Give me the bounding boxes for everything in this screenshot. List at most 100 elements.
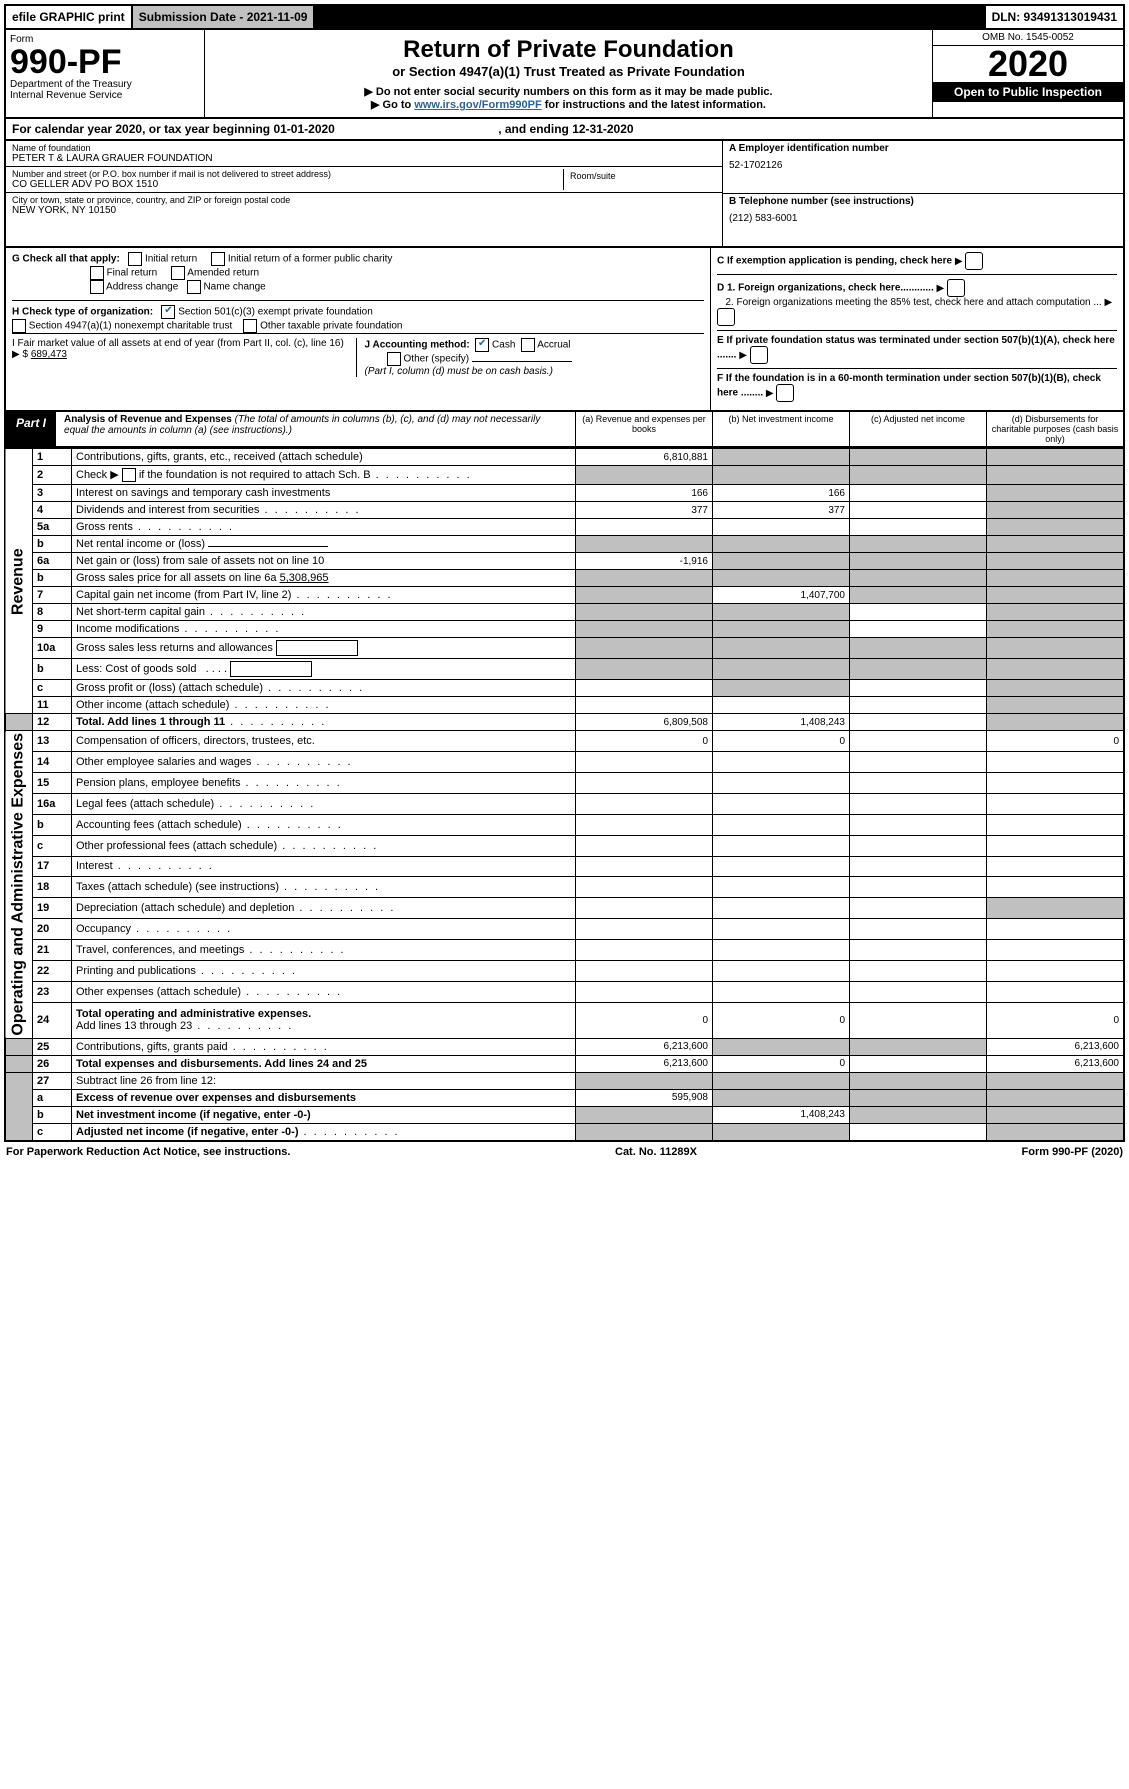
col-a-header: (a) Revenue and expenses per books: [575, 412, 712, 446]
line-5a: Gross rents: [72, 519, 576, 536]
line-8: Net short-term capital gain: [72, 604, 576, 621]
d2-checkbox[interactable]: [717, 308, 735, 326]
f-checkbox[interactable]: [776, 384, 794, 402]
page-footer: For Paperwork Reduction Act Notice, see …: [4, 1142, 1125, 1162]
line-27b: Net investment income (if negative, ente…: [72, 1106, 576, 1123]
line-2: Check ▶ if the foundation is not require…: [72, 466, 576, 485]
line-26: Total expenses and disbursements. Add li…: [72, 1055, 576, 1072]
line-27c: Adjusted net income (if negative, enter …: [72, 1123, 576, 1141]
city-label: City or town, state or province, country…: [12, 195, 716, 205]
4947-checkbox[interactable]: [12, 319, 26, 333]
line-21: Travel, conferences, and meetings: [72, 940, 576, 961]
line-17: Interest: [72, 856, 576, 877]
line-20: Occupancy: [72, 919, 576, 940]
final-return-checkbox[interactable]: [90, 266, 104, 280]
address-change-checkbox[interactable]: [90, 280, 104, 294]
col-b-header: (b) Net investment income: [712, 412, 849, 446]
top-bar: efile GRAPHIC print Submission Date - 20…: [4, 4, 1125, 30]
fmv-value: 689,473: [31, 349, 67, 360]
form-number: 990-PF: [10, 45, 200, 79]
ein-label: A Employer identification number: [729, 143, 1117, 154]
line-13: Compensation of officers, directors, tru…: [72, 731, 576, 752]
g-label: G Check all that apply:: [12, 254, 120, 265]
line-10b: Less: Cost of goods sold . . . .: [72, 659, 576, 680]
line-9: Income modifications: [72, 621, 576, 638]
line-18: Taxes (attach schedule) (see instruction…: [72, 877, 576, 898]
initial-former-checkbox[interactable]: [211, 252, 225, 266]
line-16a: Legal fees (attach schedule): [72, 793, 576, 814]
warn-2-post: for instructions and the latest informat…: [542, 99, 766, 111]
line-27: Subtract line 26 from line 12:: [72, 1072, 576, 1089]
line-6b: Gross sales price for all assets on line…: [72, 570, 576, 587]
accrual-checkbox[interactable]: [521, 338, 535, 352]
e-checkbox[interactable]: [750, 346, 768, 364]
tax-year: 2020: [933, 46, 1123, 82]
j-label: J Accounting method:: [365, 340, 470, 351]
line-3: Interest on savings and temporary cash i…: [72, 485, 576, 502]
foundation-name: PETER T & LAURA GRAUER FOUNDATION: [12, 153, 716, 164]
form-ref: Form 990-PF (2020): [1022, 1146, 1123, 1158]
warn-2-pre: ▶ Go to: [371, 99, 414, 111]
city: NEW YORK, NY 10150: [12, 205, 716, 216]
address: CO GELLER ADV PO BOX 1510: [12, 179, 563, 190]
part-1-title: Analysis of Revenue and Expenses: [64, 414, 232, 425]
cat-no: Cat. No. 11289X: [290, 1146, 1021, 1158]
c-checkbox[interactable]: [965, 252, 983, 270]
efile-print[interactable]: efile GRAPHIC print: [6, 6, 133, 28]
submission-date: Submission Date - 2021-11-09: [133, 6, 316, 28]
form-header: Form 990-PF Department of the Treasury I…: [4, 30, 1125, 119]
initial-return-checkbox[interactable]: [128, 252, 142, 266]
revenue-section-label: Revenue: [5, 449, 33, 714]
j-note: (Part I, column (d) must be on cash basi…: [365, 366, 553, 377]
other-taxable-checkbox[interactable]: [243, 319, 257, 333]
col-c-header: (c) Adjusted net income: [849, 412, 986, 446]
line-14: Other employee salaries and wages: [72, 752, 576, 773]
name-change-checkbox[interactable]: [187, 280, 201, 294]
line-4: Dividends and interest from securities: [72, 502, 576, 519]
f-label: F If the foundation is in a 60-month ter…: [717, 373, 1101, 399]
irs-link[interactable]: www.irs.gov/Form990PF: [414, 99, 541, 111]
phone: (212) 583-6001: [729, 213, 1117, 224]
line-25: Contributions, gifts, grants paid: [72, 1038, 576, 1055]
phone-label: B Telephone number (see instructions): [729, 196, 1117, 207]
warn-1: ▶ Do not enter social security numbers o…: [211, 85, 926, 98]
cash-checkbox[interactable]: [475, 338, 489, 352]
d1-label: D 1. Foreign organizations, check here..…: [717, 283, 934, 294]
address-label: Number and street (or P.O. box number if…: [12, 169, 563, 179]
d2-label: 2. Foreign organizations meeting the 85%…: [725, 297, 1101, 308]
open-public: Open to Public Inspection: [933, 82, 1123, 102]
part-1-table: Revenue 1Contributions, gifts, grants, e…: [4, 448, 1125, 1142]
col-d-header: (d) Disbursements for charitable purpose…: [986, 412, 1123, 446]
sch-b-checkbox[interactable]: [122, 468, 136, 482]
part-1-label: Part I: [6, 412, 56, 446]
dln: DLN: 93491313019431: [986, 6, 1123, 28]
line-24: Total operating and administrative expen…: [72, 1002, 576, 1038]
entity-info: Name of foundation PETER T & LAURA GRAUE…: [4, 141, 1125, 248]
line-19: Depreciation (attach schedule) and deple…: [72, 898, 576, 919]
line-16b: Accounting fees (attach schedule): [72, 814, 576, 835]
line-12: Total. Add lines 1 through 11: [72, 714, 576, 731]
line-5b: Net rental income or (loss): [72, 536, 576, 553]
line-11: Other income (attach schedule): [72, 697, 576, 714]
part-1-header: Part I Analysis of Revenue and Expenses …: [4, 412, 1125, 448]
room-label: Room/suite: [570, 171, 710, 181]
line-15: Pension plans, employee benefits: [72, 772, 576, 793]
dept: Department of the Treasury: [10, 79, 200, 90]
ein: 52-1702126: [729, 160, 1117, 171]
line-10c: Gross profit or (loss) (attach schedule): [72, 680, 576, 697]
other-method-checkbox[interactable]: [387, 352, 401, 366]
checkbox-section: G Check all that apply: Initial return I…: [4, 248, 1125, 412]
e-label: E If private foundation status was termi…: [717, 335, 1115, 361]
paperwork-notice: For Paperwork Reduction Act Notice, see …: [6, 1146, 290, 1158]
line-23: Other expenses (attach schedule): [72, 981, 576, 1002]
form-subtitle: or Section 4947(a)(1) Trust Treated as P…: [211, 64, 926, 79]
foundation-name-label: Name of foundation: [12, 143, 716, 153]
c-label: C If exemption application is pending, c…: [717, 256, 952, 267]
amended-return-checkbox[interactable]: [171, 266, 185, 280]
d1-checkbox[interactable]: [947, 279, 965, 297]
line-7: Capital gain net income (from Part IV, l…: [72, 587, 576, 604]
form-title: Return of Private Foundation: [211, 36, 926, 64]
501c3-checkbox[interactable]: [161, 305, 175, 319]
line-6a: Net gain or (loss) from sale of assets n…: [72, 553, 576, 570]
line-10a: Gross sales less returns and allowances: [72, 638, 576, 659]
